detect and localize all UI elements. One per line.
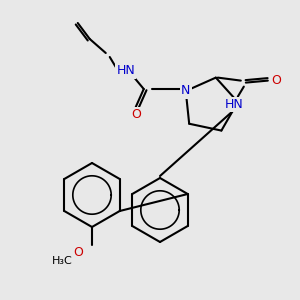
Text: H₃C: H₃C	[52, 256, 72, 266]
Text: O: O	[131, 109, 141, 122]
Text: O: O	[73, 247, 83, 260]
Text: O: O	[271, 74, 281, 87]
Text: HN: HN	[224, 98, 243, 111]
Text: N: N	[181, 85, 190, 98]
Text: HN: HN	[116, 64, 135, 77]
